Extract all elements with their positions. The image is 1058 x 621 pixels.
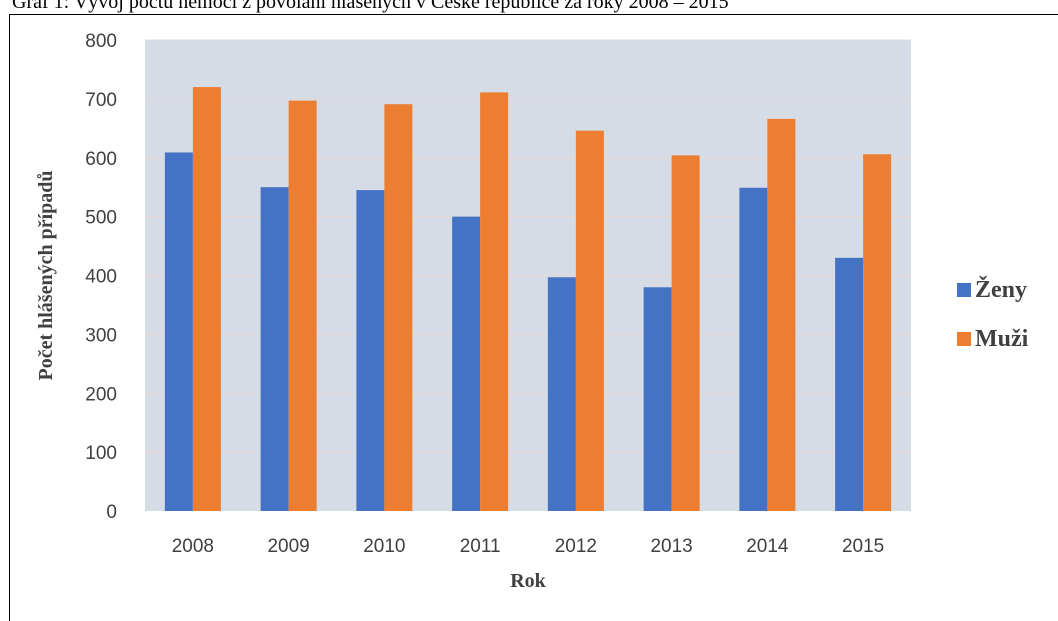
chart-border: [9, 14, 1058, 621]
x-tick-label: 2015: [842, 536, 884, 557]
bar-zeny-2014: [739, 187, 768, 511]
bar-zeny-2011: [452, 216, 481, 511]
bar-zeny-2009: [260, 187, 289, 511]
bar-muzi-2015: [863, 154, 892, 511]
bars: [164, 87, 892, 512]
y-tick-label: 0: [106, 502, 117, 523]
legend-swatch: [957, 332, 971, 346]
legend-label: Ženy: [975, 276, 1027, 303]
y-tick-label: 300: [85, 325, 117, 346]
y-tick-label: 800: [85, 31, 117, 52]
legend-swatch: [957, 283, 971, 297]
y-tick-label: 500: [85, 208, 117, 229]
bar-zeny-2013: [643, 287, 672, 511]
x-tick-label: 2012: [555, 536, 597, 557]
x-tick-labels: 2008 2009 2010 2011 2012 2013 2014 2015: [172, 536, 885, 557]
y-tick-labels: 0 100 200 300 400 500 600 700 800: [85, 31, 117, 523]
legend-label: Muži: [975, 326, 1029, 352]
y-tick-label: 200: [85, 384, 117, 405]
x-tick-label: 2013: [650, 536, 692, 557]
y-axis-title: Počet hlášených případů: [35, 170, 57, 380]
bar-muzi-2008: [192, 87, 221, 511]
legend: Ženy Muži: [957, 276, 1029, 352]
bar-zeny-2012: [547, 277, 576, 511]
y-tick-label: 700: [85, 90, 117, 111]
y-tick-label: 400: [85, 267, 117, 288]
y-tick-label: 100: [85, 443, 117, 464]
bar-muzi-2013: [671, 155, 700, 511]
figure-caption: Graf 1: Vývoj počtu nemocí z povolání hl…: [12, 0, 729, 13]
bar-muzi-2011: [480, 92, 509, 512]
bar-muzi-2012: [575, 130, 604, 512]
bar-zeny-2008: [164, 152, 193, 512]
x-tick-label: 2009: [267, 536, 309, 557]
x-tick-label: 2014: [746, 536, 789, 557]
x-tick-label: 2011: [460, 536, 501, 557]
bar-zeny-2010: [356, 190, 385, 511]
y-tick-label: 600: [85, 149, 117, 170]
bar-muzi-2009: [288, 100, 317, 512]
x-axis-title: Rok: [510, 570, 546, 592]
bar-zeny-2015: [835, 257, 864, 511]
x-tick-label: 2008: [172, 536, 214, 557]
bar-muzi-2010: [384, 104, 413, 511]
x-tick-label: 2010: [363, 536, 405, 557]
bar-muzi-2014: [767, 118, 796, 511]
